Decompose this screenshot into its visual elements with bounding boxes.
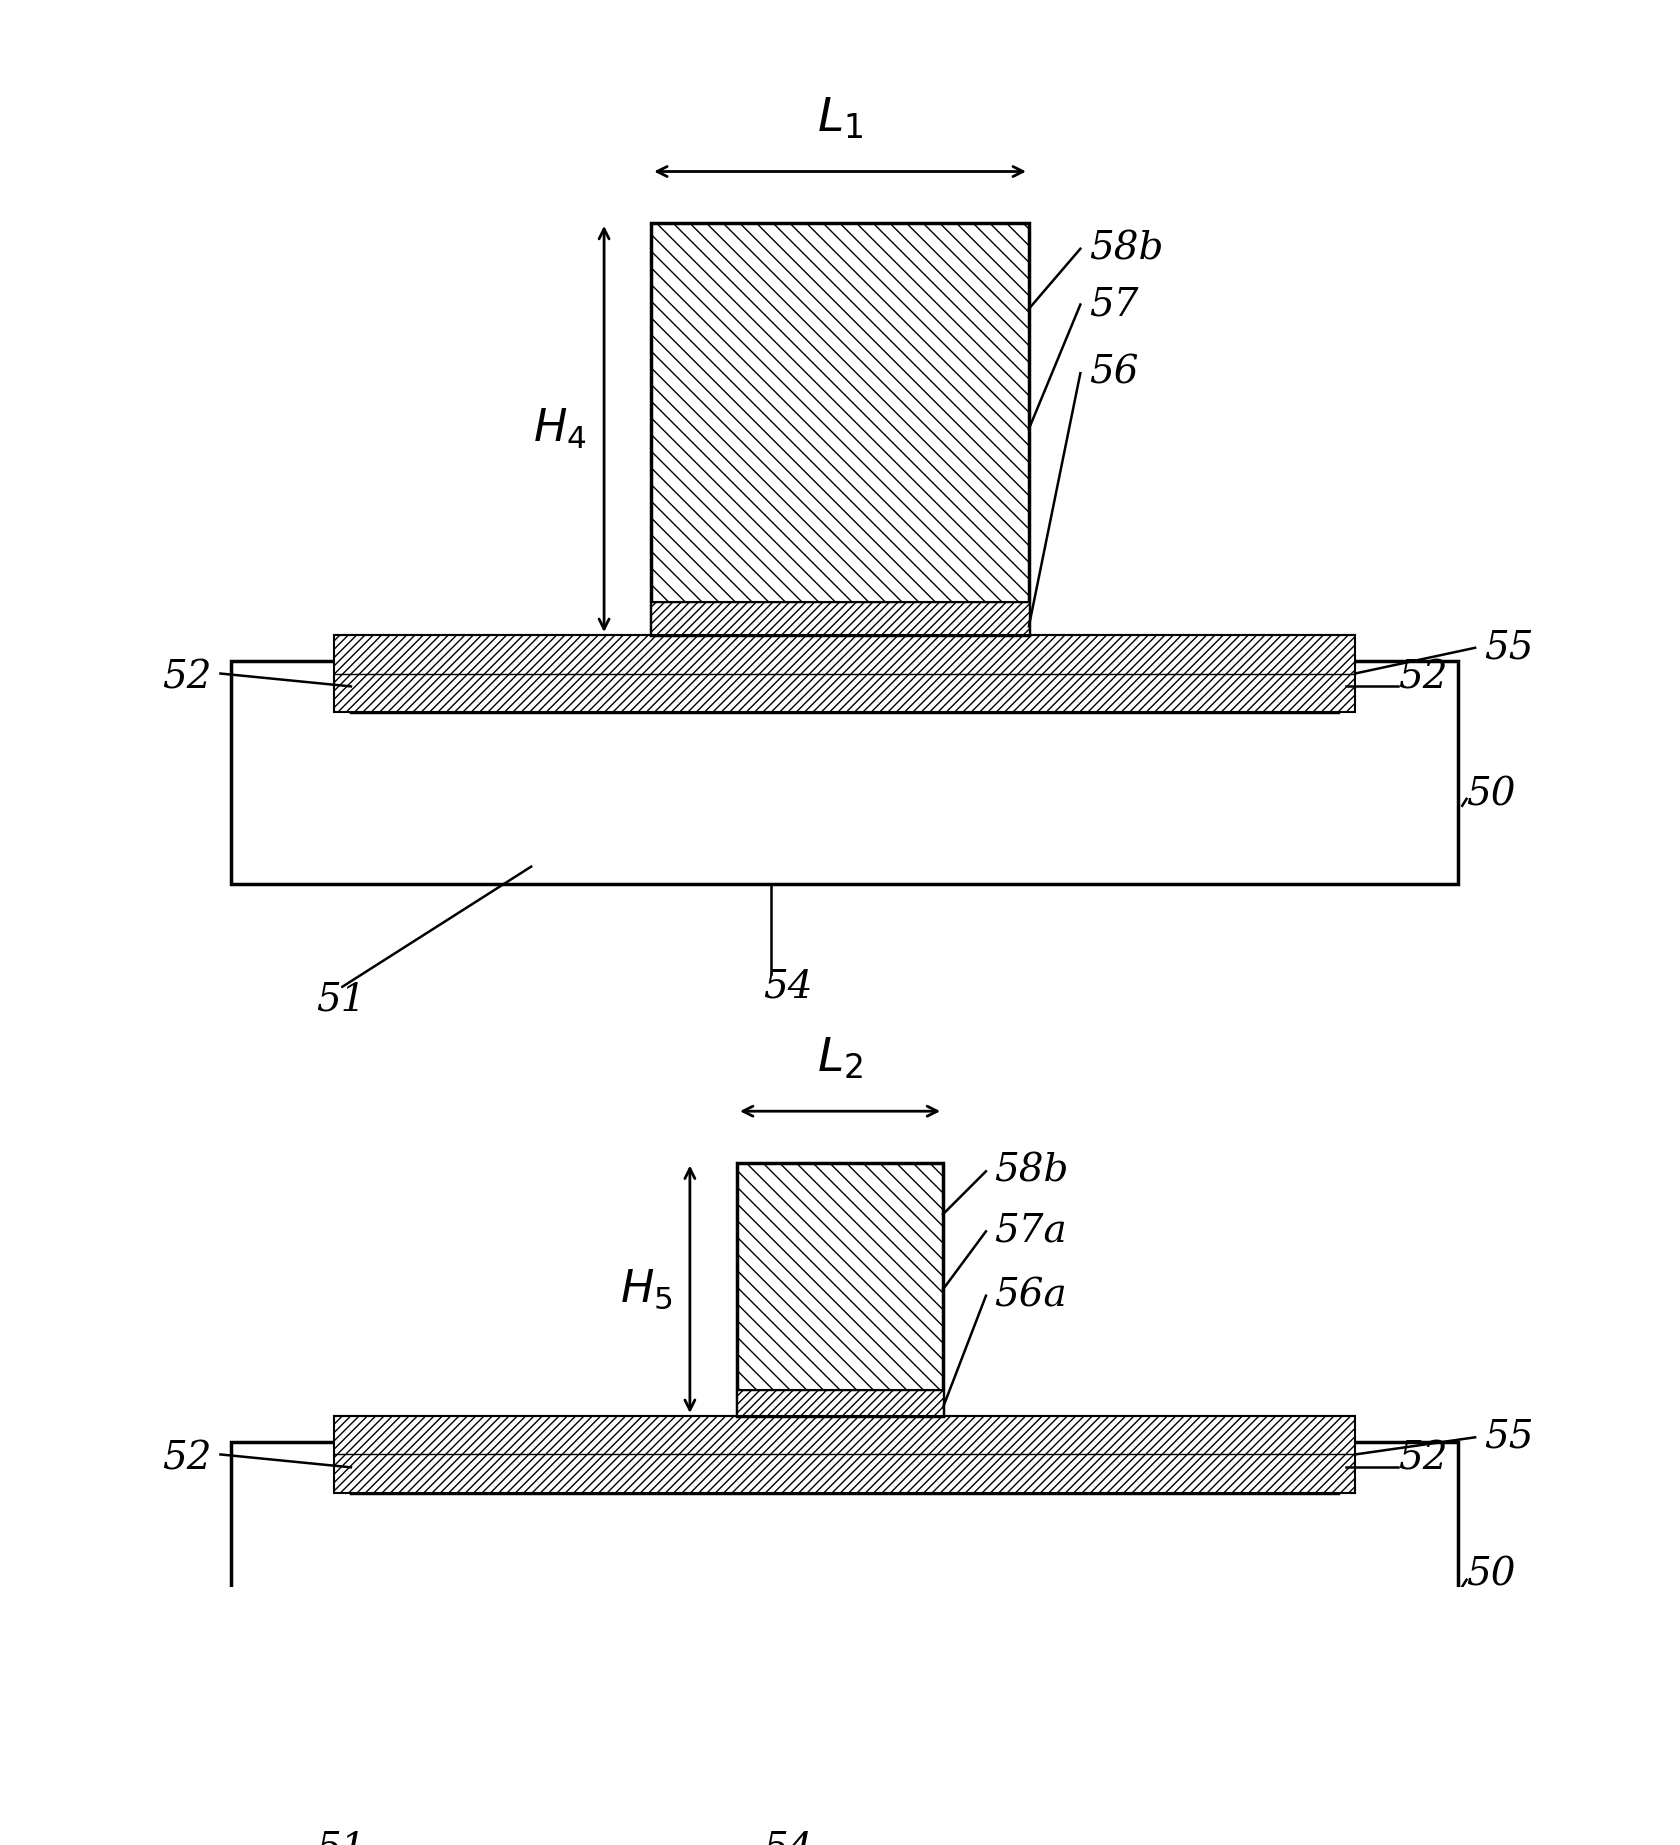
Text: $L_1$: $L_1$	[816, 96, 862, 142]
Text: 52: 52	[161, 659, 212, 696]
Text: 52: 52	[1398, 659, 1446, 696]
Bar	[650, 223, 1028, 635]
Text: 52: 52	[161, 1441, 212, 1478]
Text: 57: 57	[1089, 286, 1137, 323]
Polygon shape	[230, 661, 1457, 884]
Text: 55: 55	[1483, 1419, 1532, 1456]
Text: $H_5$: $H_5$	[620, 1268, 672, 1312]
Text: 50: 50	[1465, 1557, 1515, 1594]
Text: 51: 51	[316, 982, 366, 1018]
Text: 51: 51	[316, 1830, 366, 1845]
Text: 54: 54	[763, 969, 811, 1006]
Text: 50: 50	[1465, 777, 1515, 814]
Text: 58b: 58b	[995, 1153, 1068, 1190]
Text: 56: 56	[1089, 354, 1137, 391]
Bar	[736, 1162, 942, 1415]
Bar	[334, 1415, 1354, 1493]
Bar	[736, 1389, 942, 1415]
Text: 52: 52	[1398, 1441, 1446, 1478]
Text: 57a: 57a	[995, 1212, 1067, 1249]
Polygon shape	[230, 1441, 1457, 1664]
Text: 55: 55	[1483, 629, 1532, 666]
Bar	[650, 601, 1028, 635]
Text: $H_4$: $H_4$	[533, 408, 586, 450]
Text: 58b: 58b	[1089, 231, 1163, 268]
Text: 54: 54	[763, 1830, 811, 1845]
Bar	[334, 635, 1354, 712]
Text: 56a: 56a	[995, 1277, 1067, 1314]
Text: $L_2$: $L_2$	[816, 1035, 862, 1081]
